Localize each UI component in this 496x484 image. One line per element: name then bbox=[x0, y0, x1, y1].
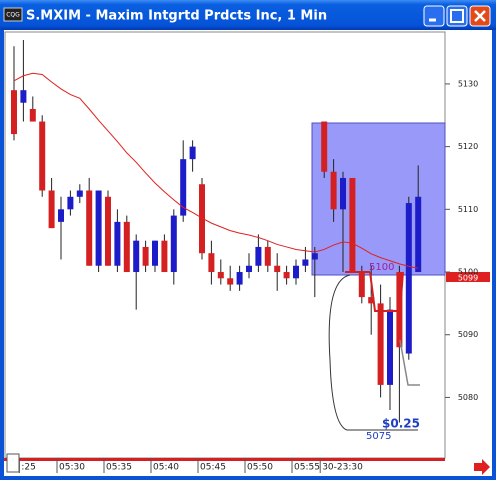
x-tick-label: :25 bbox=[21, 463, 35, 473]
title-bar bbox=[0, 0, 496, 30]
annotation: 5075 bbox=[366, 431, 391, 442]
scroll-arrow[interactable] bbox=[474, 459, 490, 475]
candle-body bbox=[405, 203, 412, 354]
x-tick-label: 05:30 bbox=[59, 463, 85, 473]
candle-body bbox=[246, 265, 252, 273]
candle-body bbox=[11, 90, 17, 135]
candle-body bbox=[340, 177, 346, 210]
candle-body bbox=[67, 196, 74, 210]
candle-body bbox=[95, 190, 102, 266]
y-tick-label: 5130 bbox=[458, 79, 478, 88]
candle-body bbox=[161, 240, 168, 273]
candle-body bbox=[227, 278, 234, 285]
last-price: 5099 bbox=[458, 274, 478, 283]
candle-body bbox=[20, 90, 27, 103]
candle-body bbox=[321, 121, 328, 172]
annotation: $0.25 bbox=[382, 417, 420, 431]
candle-body bbox=[170, 215, 177, 273]
x-tick-label: 05:50 bbox=[247, 463, 273, 473]
plot bbox=[11, 40, 422, 423]
close-glyph bbox=[474, 10, 486, 22]
time-bar bbox=[4, 458, 445, 461]
y-tick-label: 5120 bbox=[458, 142, 478, 151]
x-tick-label: 05:40 bbox=[153, 463, 179, 473]
candle-body bbox=[123, 221, 130, 273]
candle-body bbox=[358, 272, 365, 298]
candle-body bbox=[387, 309, 393, 385]
candle-body bbox=[39, 121, 46, 191]
candle-body bbox=[86, 190, 93, 266]
candle-body bbox=[311, 253, 318, 260]
minimize-button[interactable] bbox=[423, 5, 445, 27]
x-tick-label: 05:35 bbox=[106, 463, 132, 473]
candle-body bbox=[255, 246, 262, 266]
candle-body bbox=[180, 159, 187, 216]
candle-body bbox=[236, 272, 243, 285]
candle-body bbox=[76, 190, 83, 197]
app-icon bbox=[3, 7, 23, 22]
candle-body bbox=[133, 240, 140, 273]
candle-body bbox=[152, 240, 158, 266]
last-price-box bbox=[446, 272, 490, 282]
candle-body bbox=[189, 146, 196, 160]
y-tick-label: 5080 bbox=[458, 393, 478, 402]
scroll-box[interactable] bbox=[6, 453, 20, 473]
x-tick-label: 05:45 bbox=[200, 463, 226, 473]
projection-line bbox=[399, 339, 420, 386]
moving-average bbox=[13, 72, 419, 269]
y-tick-label: 5110 bbox=[458, 205, 478, 214]
candle-body bbox=[274, 265, 281, 273]
candle-body bbox=[377, 303, 384, 385]
annotation: 5100 bbox=[369, 262, 394, 273]
y-tick-label: 5090 bbox=[458, 330, 478, 339]
x-tick-label: 30-23:30 bbox=[322, 463, 363, 473]
candle-body bbox=[114, 221, 121, 266]
candle-body bbox=[105, 196, 111, 266]
candle-body bbox=[349, 177, 356, 273]
window-title: S.MXIM - Maxim Intgrtd Prdcts Inc, 1 Min bbox=[26, 9, 327, 24]
candle-body bbox=[199, 184, 205, 254]
candle-body bbox=[264, 246, 271, 266]
candle-body bbox=[142, 246, 149, 266]
icon-label: CQG bbox=[6, 12, 20, 19]
candle-body bbox=[217, 272, 224, 279]
candle-body bbox=[302, 259, 309, 266]
bracket bbox=[328, 274, 418, 431]
candle-body bbox=[368, 297, 375, 304]
maximize-glyph bbox=[450, 9, 464, 23]
candle-body bbox=[293, 265, 299, 279]
candle-body bbox=[58, 209, 64, 222]
candle-body bbox=[208, 253, 215, 273]
candle-body bbox=[330, 171, 337, 210]
x-tick-label: 05:55 bbox=[294, 463, 320, 473]
y-tick-label: 5100 bbox=[458, 268, 478, 277]
candle-body bbox=[29, 108, 36, 122]
candle-body bbox=[48, 190, 55, 229]
candle-body bbox=[415, 196, 422, 273]
candle-body bbox=[283, 272, 290, 279]
window-buttons bbox=[423, 5, 491, 27]
order-path bbox=[369, 271, 404, 312]
